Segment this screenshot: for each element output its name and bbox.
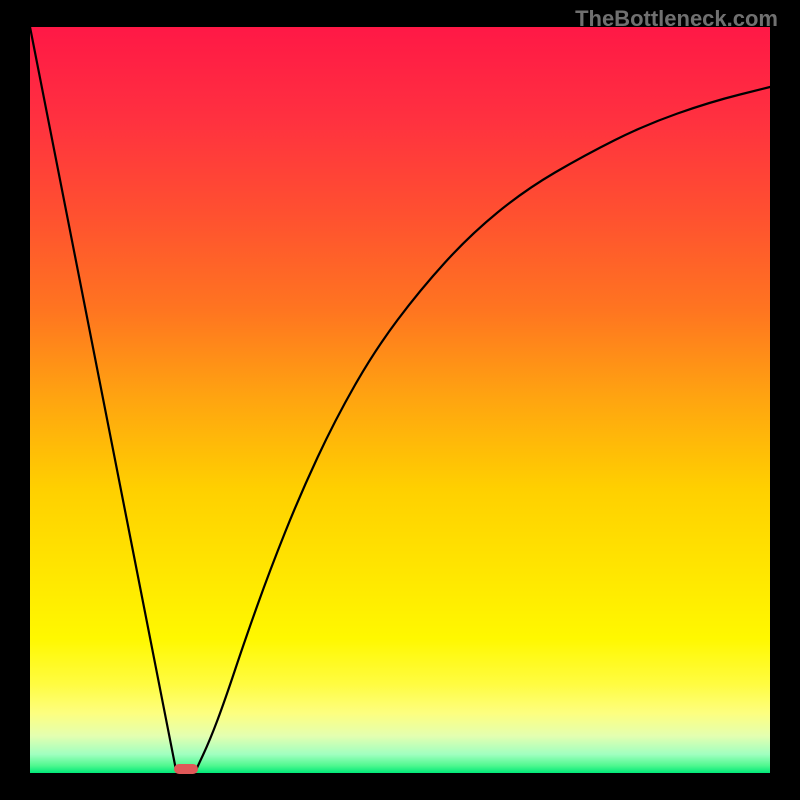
bottleneck-chart: TheBottleneck.com — [0, 0, 800, 800]
gradient-background — [30, 27, 770, 773]
watermark-text: TheBottleneck.com — [575, 6, 778, 32]
plot-area — [30, 27, 770, 773]
